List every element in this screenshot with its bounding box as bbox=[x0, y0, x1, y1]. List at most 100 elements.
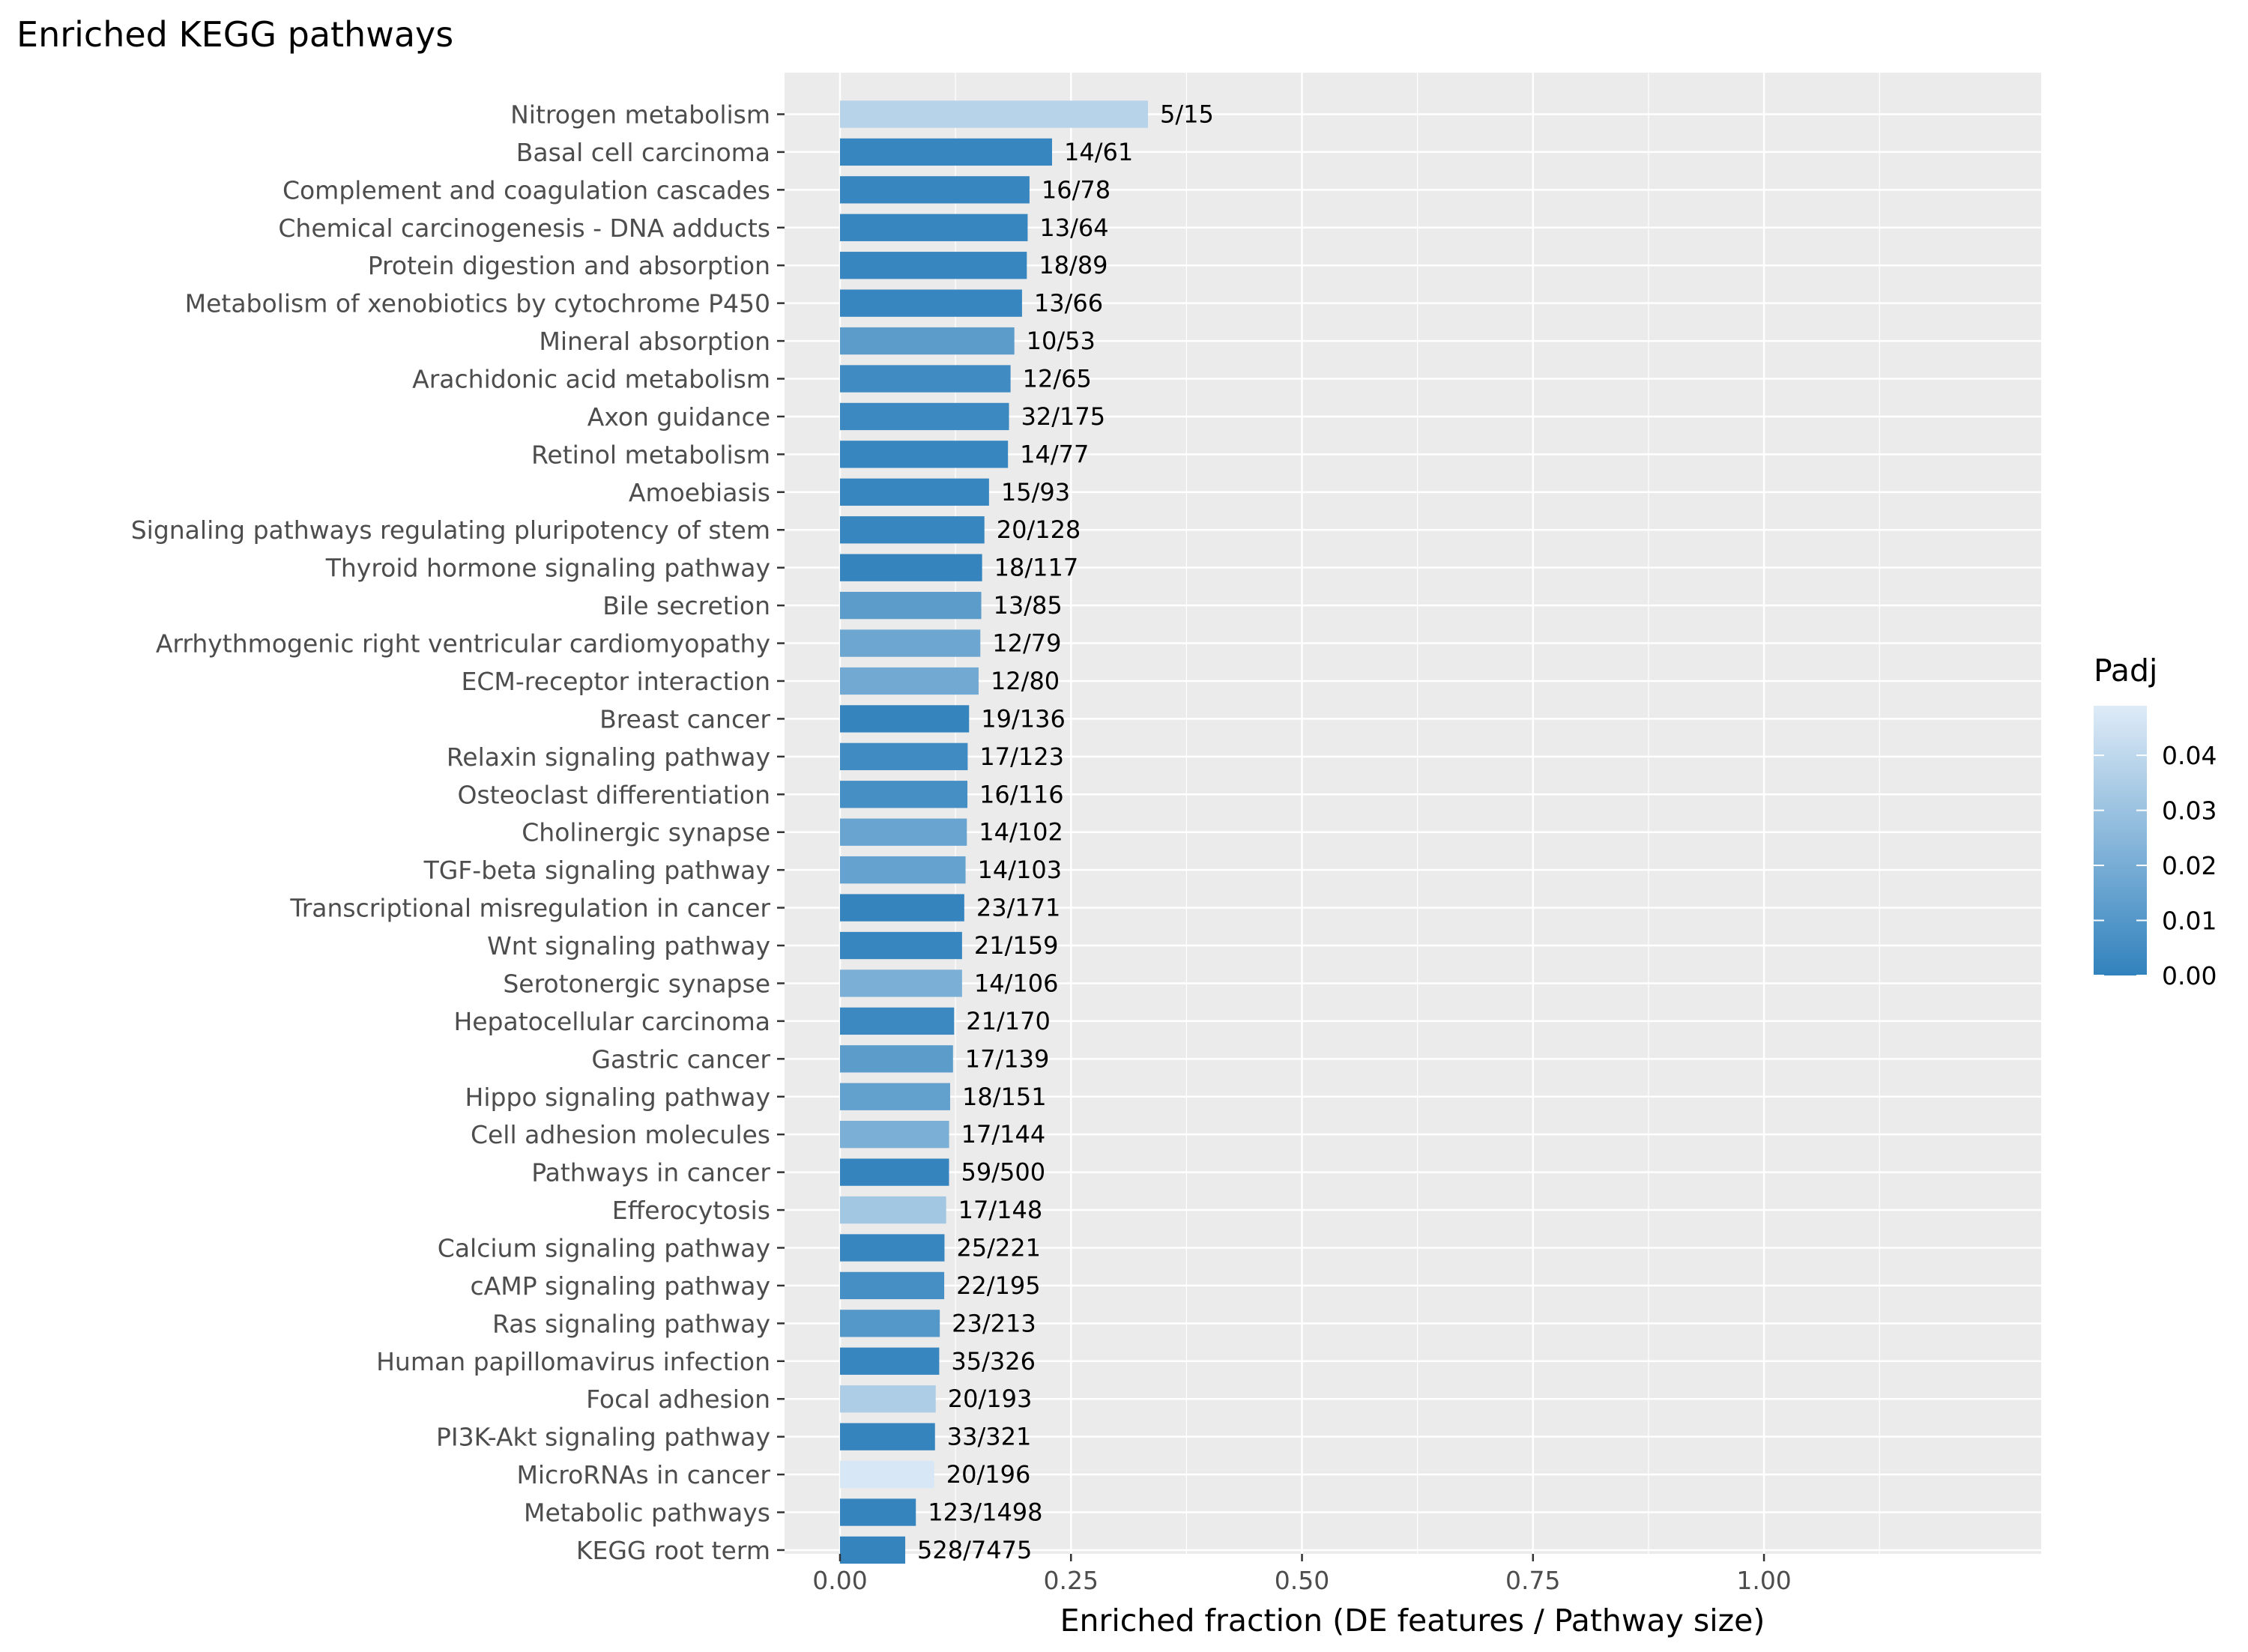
bar-count-label: 12/79 bbox=[992, 629, 1061, 658]
x-tick-label: 0.25 bbox=[1044, 1566, 1099, 1595]
x-tick-label: 0.75 bbox=[1505, 1566, 1560, 1595]
bar bbox=[839, 252, 1027, 279]
grid-lines bbox=[785, 73, 2041, 1554]
bar-count-label: 20/196 bbox=[946, 1460, 1031, 1489]
y-tick-label: Wnt signaling pathway bbox=[487, 931, 770, 960]
bar-count-label: 14/77 bbox=[1020, 440, 1089, 468]
legend-break-label: 0.00 bbox=[2162, 961, 2217, 990]
y-tick-label: Protein digestion and absorption bbox=[368, 251, 770, 280]
bar bbox=[839, 1196, 946, 1224]
y-tick-label: Axon guidance bbox=[587, 402, 770, 432]
bar bbox=[839, 554, 982, 581]
bar bbox=[839, 931, 962, 960]
data-labels: 5/15 14/61 16/78 13/64 18/89 13/66 10/53 12/65 3… bbox=[917, 100, 1214, 1564]
y-tick-label: Gastric cancer bbox=[591, 1044, 770, 1074]
legend-break-label: 0.01 bbox=[2162, 907, 2217, 936]
y-tick-label: Serotonergic synapse bbox=[503, 969, 770, 998]
bar bbox=[839, 781, 968, 808]
bar bbox=[839, 1083, 950, 1110]
bar-count-label: 14/103 bbox=[978, 856, 1063, 884]
bar-count-label: 19/136 bbox=[981, 704, 1066, 733]
y-tick-label: Pathways in cancer bbox=[531, 1158, 770, 1187]
bar-count-label: 17/123 bbox=[979, 742, 1064, 771]
bar-count-label: 25/221 bbox=[956, 1233, 1041, 1262]
bar-count-label: 21/159 bbox=[974, 931, 1059, 960]
y-tick-label: Basal cell carcinoma bbox=[516, 138, 770, 167]
bar-count-label: 23/213 bbox=[952, 1309, 1036, 1337]
bar bbox=[839, 856, 966, 884]
bar-count-label: 33/321 bbox=[947, 1423, 1032, 1451]
y-tick-label: Efferocytosis bbox=[612, 1196, 770, 1225]
bar-count-label: 13/85 bbox=[994, 591, 1063, 620]
bar bbox=[839, 667, 979, 695]
x-tick-label: 0.50 bbox=[1275, 1566, 1329, 1595]
legend-title: Padj bbox=[2094, 653, 2157, 689]
bar bbox=[839, 1045, 953, 1073]
y-tick-label: Metabolic pathways bbox=[524, 1498, 770, 1528]
bar-count-label: 17/139 bbox=[965, 1044, 1050, 1073]
bar bbox=[839, 441, 1009, 468]
bar-count-label: 17/144 bbox=[961, 1120, 1046, 1149]
bar bbox=[839, 742, 968, 771]
bar bbox=[839, 1007, 955, 1035]
y-tick-label: cAMP signaling pathway bbox=[471, 1271, 770, 1301]
bar bbox=[839, 1460, 934, 1489]
bar bbox=[839, 516, 985, 544]
bar bbox=[839, 1234, 945, 1262]
bar-count-label: 12/65 bbox=[1023, 365, 1092, 393]
bar-count-label: 59/500 bbox=[961, 1158, 1045, 1187]
bar bbox=[839, 1498, 916, 1526]
x-axis-title: Enriched fraction (DE features / Pathway… bbox=[1060, 1603, 1765, 1639]
bar-count-label: 18/117 bbox=[994, 554, 1079, 582]
y-tick-label: Retinol metabolism bbox=[531, 440, 770, 469]
bar-count-label: 12/80 bbox=[991, 667, 1060, 695]
y-tick-label: Amoebiasis bbox=[629, 478, 770, 507]
bar bbox=[839, 327, 1015, 355]
bars bbox=[839, 100, 1148, 1564]
bar-count-label: 22/195 bbox=[956, 1271, 1041, 1300]
bar-count-label: 35/326 bbox=[951, 1347, 1036, 1376]
bar-count-label: 14/106 bbox=[974, 969, 1059, 997]
bar-count-label: 10/53 bbox=[1027, 327, 1096, 355]
bar-count-label: 14/102 bbox=[979, 818, 1063, 847]
y-tick-label: Complement and coagulation cascades bbox=[282, 175, 770, 205]
y-tick-label: Relaxin signaling pathway bbox=[447, 742, 770, 772]
bar-count-label: 23/171 bbox=[976, 894, 1061, 922]
x-tick-label: 0.00 bbox=[812, 1566, 867, 1595]
bar bbox=[839, 818, 967, 846]
y-tick-label: Nitrogen metabolism bbox=[510, 100, 770, 129]
y-tick-label: PI3K-Akt signaling pathway bbox=[436, 1423, 770, 1452]
y-tick-label: KEGG root term bbox=[576, 1536, 770, 1565]
bar bbox=[839, 969, 962, 997]
bar-count-label: 16/78 bbox=[1042, 175, 1111, 204]
bar bbox=[839, 705, 970, 733]
bar-count-label: 528/7475 bbox=[917, 1536, 1032, 1564]
y-tick-label: Cell adhesion molecules bbox=[471, 1120, 770, 1149]
legend-colorbar bbox=[2094, 706, 2147, 975]
bar bbox=[839, 1271, 945, 1300]
bar-count-label: 18/89 bbox=[1039, 251, 1108, 279]
legend-break-label: 0.02 bbox=[2162, 851, 2217, 880]
y-tick-label: Focal adhesion bbox=[586, 1385, 770, 1414]
bar bbox=[839, 1310, 940, 1337]
y-tick-label: TGF-beta signaling pathway bbox=[423, 856, 770, 885]
bar bbox=[839, 1121, 949, 1149]
bar-count-label: 5/15 bbox=[1160, 100, 1214, 128]
legend: Padj 0.00 0.01 0.02 0.03 0.04 bbox=[2094, 653, 2217, 990]
bar bbox=[839, 1347, 940, 1375]
y-tick-label: Hippo signaling pathway bbox=[465, 1083, 770, 1112]
y-tick-label: Arrhythmogenic right ventricular cardiom… bbox=[156, 629, 770, 659]
legend-break-label: 0.04 bbox=[2162, 741, 2217, 770]
bar-count-label: 123/1498 bbox=[928, 1498, 1042, 1527]
bar bbox=[839, 894, 964, 922]
y-axis: Nitrogen metabolism Basal cell carcinoma C… bbox=[131, 100, 785, 1565]
bar-count-label: 32/175 bbox=[1021, 402, 1106, 431]
y-tick-label: ECM-receptor interaction bbox=[462, 667, 770, 696]
bar-count-label: 17/148 bbox=[958, 1196, 1043, 1224]
y-tick-label: Chemical carcinogenesis - DNA adducts bbox=[278, 214, 770, 243]
bar bbox=[839, 1158, 949, 1186]
y-tick-label: Bile secretion bbox=[602, 591, 770, 620]
y-tick-label: MicroRNAs in cancer bbox=[516, 1460, 770, 1489]
y-tick-label: Calcium signaling pathway bbox=[438, 1233, 770, 1262]
